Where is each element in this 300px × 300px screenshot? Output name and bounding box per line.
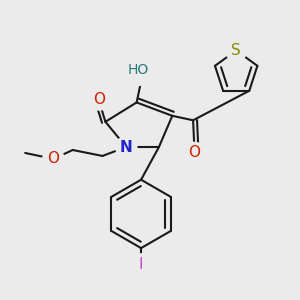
Text: O: O [94, 92, 106, 107]
Text: I: I [139, 257, 143, 272]
Circle shape [130, 253, 152, 276]
Circle shape [183, 142, 206, 164]
Circle shape [122, 53, 154, 86]
Text: O: O [47, 152, 59, 166]
Text: S: S [231, 43, 241, 58]
Text: O: O [189, 146, 201, 160]
Circle shape [88, 88, 111, 111]
Circle shape [115, 136, 137, 158]
Text: N: N [120, 140, 133, 154]
Circle shape [42, 148, 65, 170]
Text: HO: HO [128, 63, 149, 77]
Circle shape [225, 39, 248, 62]
